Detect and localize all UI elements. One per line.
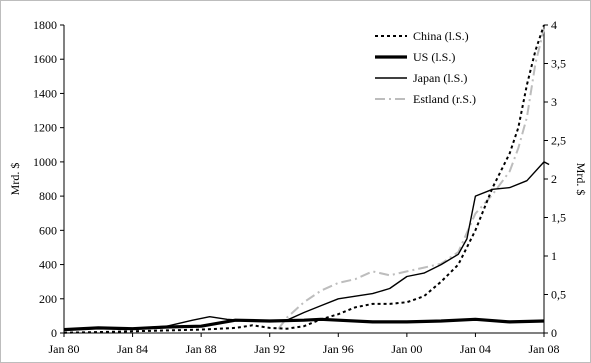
series-lines [63,24,550,334]
right-y-tick-label: 2 [551,172,557,186]
right-y-tick-label: 1,5 [551,211,566,225]
left-y-axis-ticks: 0 200 400 600 800 1000 1200 1400 1600 1800 [33,18,64,340]
left-y-tick-label: 1200 [33,121,57,135]
series-line-japan [63,161,550,331]
right-y-tick-label: 3 [551,95,557,109]
x-tick-label: Jan 04 [460,342,491,356]
right-y-tick-label: 2,5 [551,134,566,148]
legend-item-japan: Japan (l.S.) [375,71,467,85]
left-y-tick-label: 1400 [33,86,57,100]
left-y-tick-label: 1800 [33,18,57,32]
legend: China (l.S.) US (l.S.) Japan (l.S.) Estl… [375,29,476,106]
left-y-tick-label: 1600 [33,52,57,66]
x-axis-ticks: Jan 80 Jan 84 Jan 88 Jan 92 Jan 96 Jan 00 Jan … [49,333,560,356]
legend-item-china: China (l.S.) [375,29,469,43]
right-y-axis-title: Mrd. $ [574,163,588,196]
series-line-estland [277,28,545,330]
left-y-tick-label: 400 [39,258,57,272]
x-tick-label: Jan 96 [323,342,354,356]
left-y-tick-label: 0 [51,326,57,340]
legend-label-china: China (l.S.) [413,29,469,43]
left-y-tick-label: 800 [39,189,57,203]
x-tick-label: Jan 88 [186,342,217,356]
left-y-tick-label: 200 [39,292,57,306]
right-y-tick-label: 3,5 [551,57,566,71]
legend-item-us: US (l.S.) [375,50,455,64]
x-tick-label: Jan 80 [49,342,80,356]
left-y-axis-title: Mrd. $ [8,163,22,196]
x-tick-label: Jan 00 [391,342,422,356]
series-line-china [63,24,545,334]
left-y-tick-label: 600 [39,223,57,237]
left-y-tick-label: 1000 [33,155,57,169]
right-y-tick-label: 4 [551,18,557,32]
right-y-tick-label: 0,5 [551,288,566,302]
legend-label-us: US (l.S.) [413,50,455,64]
legend-label-japan: Japan (l.S.) [413,71,467,85]
x-tick-label: Jan 84 [117,342,148,356]
legend-item-estland: Estland (r.S.) [375,92,476,106]
right-y-tick-label: 1 [551,249,557,263]
right-y-tick-label: 0 [551,326,557,340]
x-tick-label: Jan 08 [529,342,560,356]
right-y-axis-ticks: 0 0,5 1 1,5 2 2,5 3 3,5 4 [544,18,566,340]
legend-label-estland: Estland (r.S.) [413,92,476,106]
x-tick-label: Jan 92 [254,342,285,356]
